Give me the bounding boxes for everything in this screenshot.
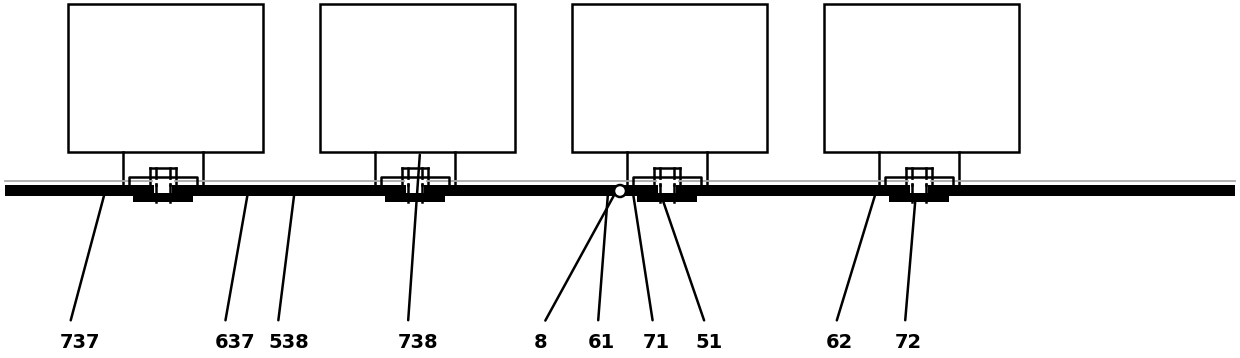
Circle shape xyxy=(614,185,626,197)
Bar xyxy=(129,177,197,185)
Bar xyxy=(133,193,193,202)
Bar xyxy=(658,184,676,197)
Text: 61: 61 xyxy=(588,333,615,352)
Bar xyxy=(885,177,954,185)
Bar xyxy=(154,184,172,197)
Bar xyxy=(572,4,768,152)
Bar xyxy=(384,193,445,202)
Text: 8: 8 xyxy=(534,333,548,352)
Text: 637: 637 xyxy=(215,333,255,352)
Bar xyxy=(910,184,928,197)
Bar xyxy=(68,4,263,152)
Bar xyxy=(889,193,949,202)
Bar xyxy=(637,193,697,202)
Text: 51: 51 xyxy=(694,333,722,352)
Text: 62: 62 xyxy=(826,333,853,352)
Bar xyxy=(825,4,1019,152)
Text: 71: 71 xyxy=(644,333,670,352)
Bar xyxy=(632,177,701,185)
Bar xyxy=(320,4,515,152)
Text: 738: 738 xyxy=(398,333,439,352)
Bar xyxy=(405,184,424,197)
Bar xyxy=(5,185,1235,196)
Text: 538: 538 xyxy=(268,333,309,352)
Text: 72: 72 xyxy=(895,333,923,352)
Text: 737: 737 xyxy=(60,333,100,352)
Bar xyxy=(381,177,449,185)
